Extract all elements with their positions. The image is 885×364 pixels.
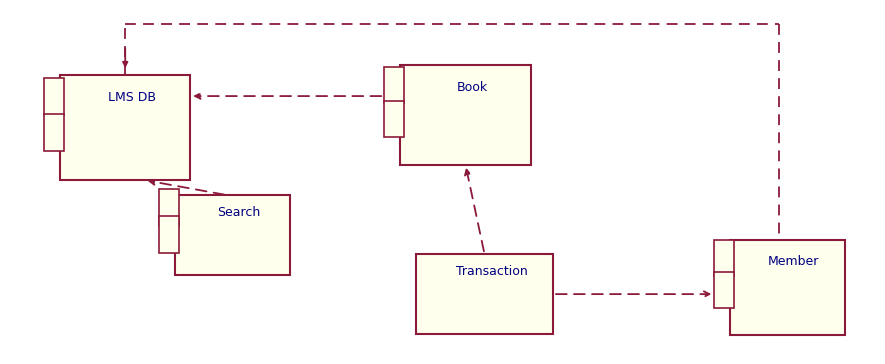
FancyBboxPatch shape <box>400 65 531 165</box>
FancyBboxPatch shape <box>60 75 190 180</box>
FancyBboxPatch shape <box>44 114 64 151</box>
FancyBboxPatch shape <box>44 78 64 115</box>
Text: LMS DB: LMS DB <box>108 91 156 104</box>
FancyBboxPatch shape <box>159 216 179 253</box>
FancyBboxPatch shape <box>416 254 553 334</box>
Text: Search: Search <box>217 206 260 219</box>
Text: Transaction: Transaction <box>456 265 527 278</box>
FancyBboxPatch shape <box>714 272 734 308</box>
FancyBboxPatch shape <box>384 100 404 137</box>
FancyBboxPatch shape <box>730 240 845 335</box>
FancyBboxPatch shape <box>714 240 734 276</box>
FancyBboxPatch shape <box>159 189 179 226</box>
FancyBboxPatch shape <box>175 195 290 275</box>
Text: Book: Book <box>457 80 488 94</box>
Text: Member: Member <box>767 254 820 268</box>
FancyBboxPatch shape <box>384 67 404 103</box>
